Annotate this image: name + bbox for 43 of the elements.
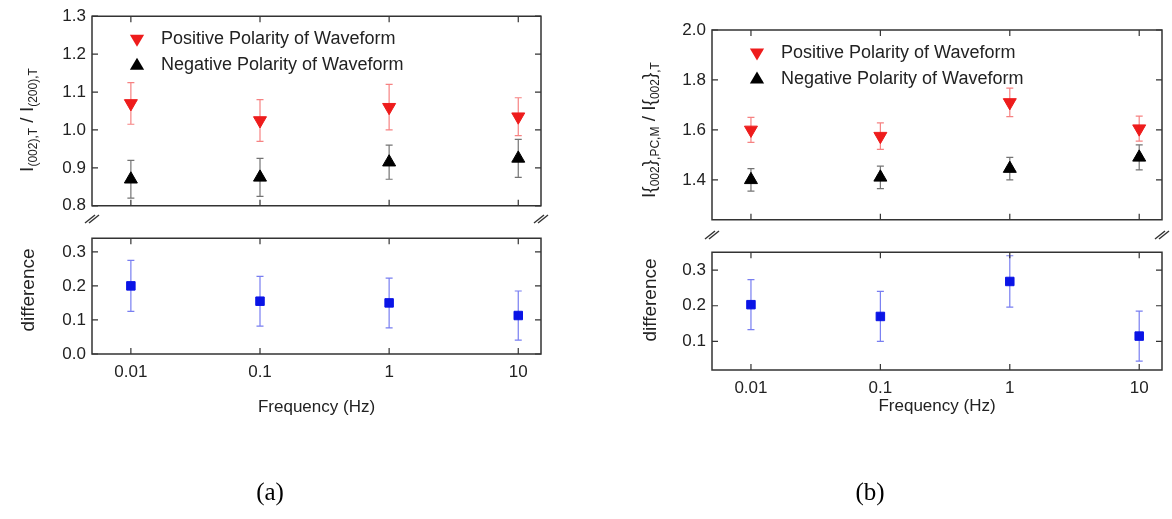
x-axis-title: Frequency (Hz) bbox=[878, 396, 996, 416]
x-axis-title: Frequency (Hz) bbox=[257, 397, 376, 417]
point bbox=[384, 298, 394, 308]
y-tick-label: 0.8 bbox=[62, 195, 86, 215]
point bbox=[875, 311, 886, 322]
y-tick-label: 0.2 bbox=[62, 275, 86, 295]
y-tick-label: 0.3 bbox=[682, 259, 706, 279]
y-tick-label: 0.0 bbox=[62, 343, 86, 363]
point bbox=[255, 296, 265, 306]
y-tick-label: 1.0 bbox=[62, 119, 86, 139]
legend-label: Positive Polarity of Waveform bbox=[781, 41, 1016, 62]
x-tick-label: 1 bbox=[1005, 377, 1015, 397]
y-tick-label: 1.2 bbox=[62, 43, 86, 63]
legend-label: Negative Polarity of Waveform bbox=[781, 67, 1024, 88]
y-tick-label: 1.3 bbox=[62, 5, 86, 25]
y-axis-title: difference bbox=[639, 258, 661, 342]
y-tick-label: 0.1 bbox=[682, 331, 706, 351]
y-tick-label: 0.9 bbox=[62, 157, 86, 177]
legend-label: Positive Polarity of Waveform bbox=[161, 28, 396, 49]
point bbox=[513, 310, 523, 321]
y-tick-label: 0.2 bbox=[682, 295, 706, 315]
y-tick-label: 0.3 bbox=[62, 241, 86, 261]
x-tick-label: 0.1 bbox=[868, 377, 893, 397]
y-tick-label: 0.1 bbox=[62, 309, 86, 329]
point bbox=[1134, 331, 1144, 341]
x-tick-label: 0.01 bbox=[734, 377, 768, 397]
y-tick-label: 1.1 bbox=[62, 81, 86, 101]
x-tick-label: 0.1 bbox=[248, 361, 272, 381]
legend-label: Negative Polarity of Waveform bbox=[161, 54, 404, 75]
x-tick-label: 10 bbox=[508, 361, 528, 381]
x-tick-label: 10 bbox=[1129, 377, 1149, 397]
y-tick-label: 1.4 bbox=[682, 169, 706, 189]
text: (a) bbox=[256, 478, 284, 506]
x-tick-label: 0.01 bbox=[114, 361, 148, 381]
y-tick-label: 1.6 bbox=[682, 119, 706, 139]
y-axis-title: difference bbox=[17, 248, 39, 332]
x-tick-label: 1 bbox=[384, 361, 394, 381]
point bbox=[1005, 276, 1015, 287]
point bbox=[746, 299, 756, 310]
point bbox=[126, 281, 136, 291]
y-tick-label: 1.8 bbox=[682, 69, 706, 89]
text: (b) bbox=[855, 478, 885, 506]
y-tick-label: 2.0 bbox=[682, 19, 706, 39]
